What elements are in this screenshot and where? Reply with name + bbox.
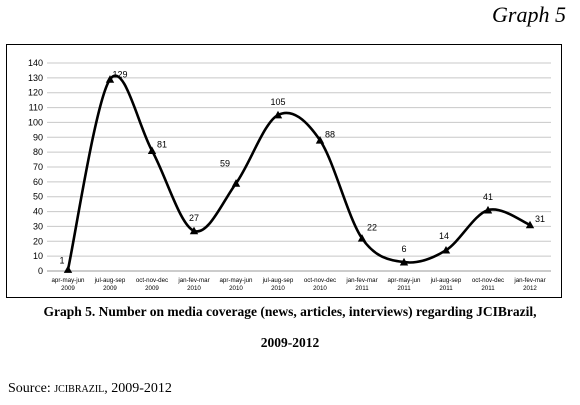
x-tick-label: 2011 [397,285,411,292]
x-tick-label: jul-aug-sep [430,277,462,284]
x-tick-label: jul-aug-sep [94,277,126,284]
x-tick-label: 2012 [523,285,537,292]
y-tick-label: 120 [28,88,43,98]
data-point-marker [231,179,241,187]
data-label: 1 [59,256,64,266]
data-label: 27 [189,213,199,223]
caption-years: 2009-2012 [260,335,320,350]
data-point-marker [63,265,73,273]
x-tick-label: oct-nov-dec [136,277,168,284]
data-point-marker [483,205,493,214]
x-tick-label: oct-nov-dec [304,277,336,284]
y-tick-label: 100 [28,117,43,127]
y-tick-label: 80 [33,147,43,157]
line-chart: 0 10 20 30 40 50 60 70 80 90 100 110 120 130 140 apr-ma… [28,58,551,292]
x-tick-label: apr-may-jun [51,277,85,284]
data-point-marker [441,246,451,254]
data-point-marker [315,136,325,144]
x-tick-label: 2009 [61,285,75,292]
y-tick-label: 140 [28,58,43,68]
data-point-marker [399,257,409,266]
y-tick-label: 110 [29,103,43,113]
x-tick-label: jul-aug-sep [262,277,294,284]
source-note: Source: JCIBrazil, 2009-2012 [8,381,172,397]
x-tick-label: jan-fev-mar [345,277,377,284]
series-line [66,74,532,271]
x-tick-label: jan-fev-mar [513,277,545,284]
data-label: 41 [483,192,493,202]
y-tick-label: 30 [33,221,43,231]
data-label: 6 [401,244,406,254]
x-tick-label: 2009 [145,285,159,292]
x-tick-label: 2010 [313,285,327,292]
data-point-marker [357,234,367,242]
x-tick-label: 2011 [439,285,453,292]
y-tick-label: 50 [33,192,43,202]
data-point-marker [525,220,535,229]
x-tick-label: apr-may-jun [219,277,253,284]
x-tick-label: oct-nov-dec [472,277,504,284]
data-label: 88 [325,129,335,139]
data-point-marker [273,110,283,119]
data-label: 129 [112,69,127,79]
x-tick-label: 2010 [187,285,201,292]
data-label: 81 [157,140,167,150]
y-tick-label: 70 [33,162,43,172]
data-label: 31 [535,214,545,224]
y-tick-label: 10 [33,251,43,261]
source-suffix: , 2009-2012 [104,381,172,396]
data-label: 22 [367,222,377,232]
data-label: 59 [220,158,230,168]
data-label: 14 [439,231,449,241]
y-tick-label: 60 [33,177,43,187]
source-org: JCIBrazil [54,381,105,396]
data-point-marker [189,226,199,235]
x-tick-label: apr-may-jun [387,277,421,284]
x-tick-label: 2011 [355,285,369,292]
x-tick-label: 2011 [481,285,495,292]
y-tick-label: 40 [33,207,43,217]
y-tick-label: 90 [33,132,43,142]
x-tick-label: 2010 [229,285,243,292]
data-point-marker [147,146,157,155]
chart-frame: 0 10 20 30 40 50 60 70 80 90 100 110 120 130 140 apr-ma… [6,44,562,298]
x-tick-label: 2010 [271,285,285,292]
y-tick-label: 130 [28,73,43,83]
x-tick-label: 2009 [103,285,117,292]
y-tick-label: 0 [38,266,43,276]
y-tick-label: 20 [33,236,43,246]
x-tick-label: jan-fev-mar [177,277,209,284]
data-point-marker [105,75,115,83]
data-label: 105 [270,97,285,107]
graph-heading: Graph 5 [492,2,566,27]
source-prefix: Source: [8,381,55,396]
caption-title: Graph 5. Number on media coverage (news,… [43,304,537,319]
